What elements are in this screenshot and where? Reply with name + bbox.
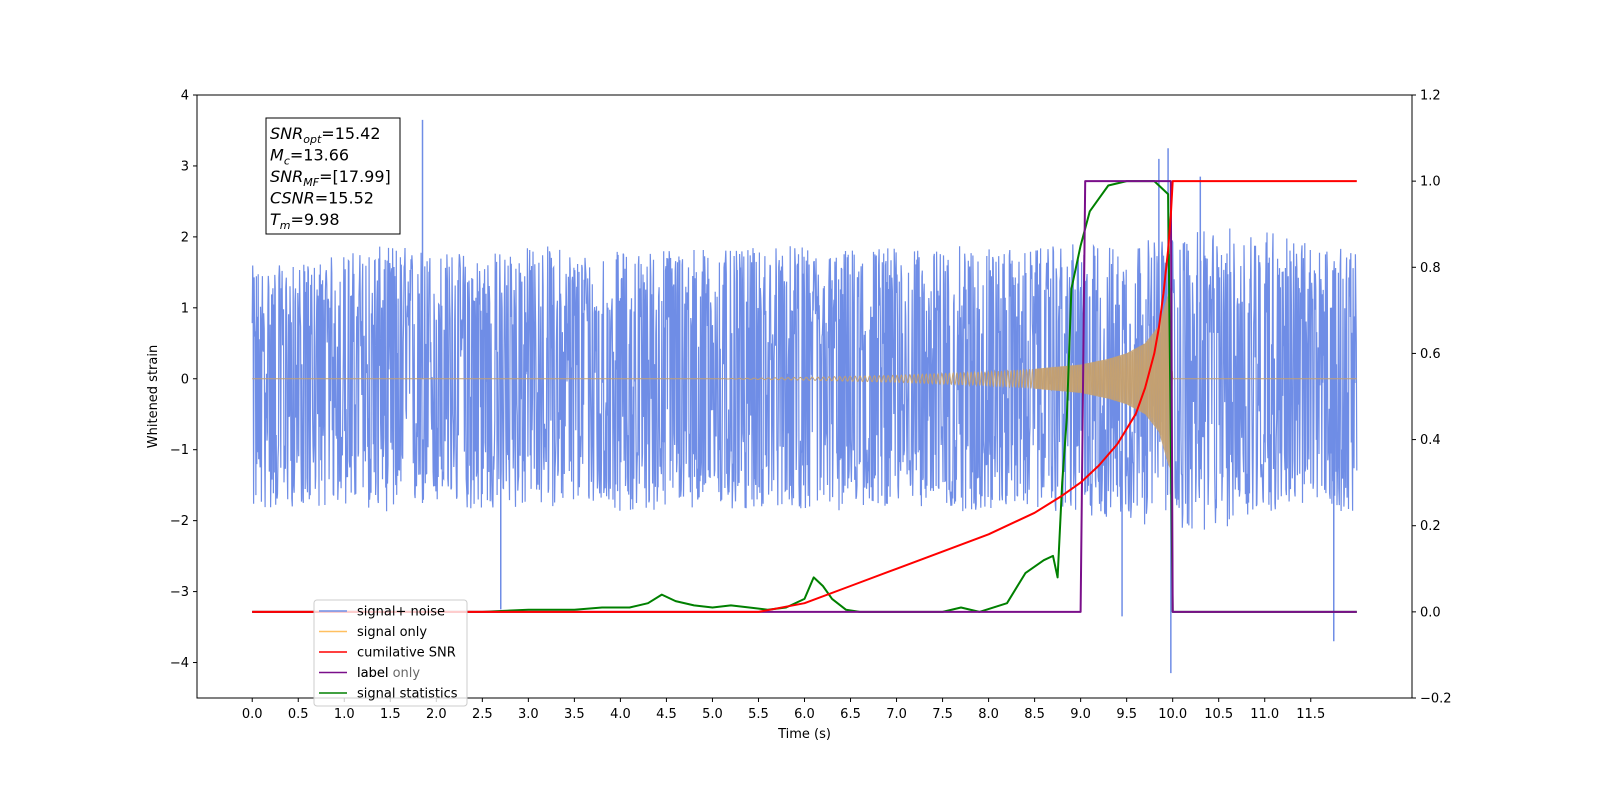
info-line: SNRopt=15.42: [270, 124, 381, 146]
x-tick-label: 9.5: [1116, 707, 1137, 722]
x-tick-label: 3.5: [564, 707, 585, 722]
plot-area: [251, 119, 1358, 674]
x-tick-label: 11.0: [1250, 707, 1279, 722]
x-tick-label: 0.0: [242, 707, 263, 722]
y-left-tick-label: 0: [181, 372, 189, 387]
y-left-tick-label: −3: [170, 585, 189, 600]
y-left-tick-label: −2: [170, 514, 189, 529]
y-right-tick-label: 1.2: [1420, 89, 1441, 104]
x-tick-label: 2.5: [472, 707, 493, 722]
x-tick-label: 7.5: [932, 707, 953, 722]
x-tick-label: 1.0: [334, 707, 355, 722]
x-axis-label: Time (s): [777, 727, 831, 742]
series-signal-noise-line: [251, 228, 1358, 530]
legend-ghost-text: label only: [357, 666, 420, 681]
series-group: [251, 119, 1358, 674]
x-tick-label: 6.5: [840, 707, 861, 722]
info-line: SNRMF=[17.99]: [270, 167, 391, 189]
series-cumulative-snr-line: [252, 180, 1357, 613]
legend-entry: label: [357, 666, 388, 681]
x-tick-label: 5.5: [748, 707, 769, 722]
y-right-tick-label: 0.8: [1420, 261, 1441, 276]
legend-frame: [313, 599, 468, 707]
y-left-tick-label: 1: [181, 301, 189, 316]
info-line: Tm=9.98: [270, 210, 340, 232]
info-box: SNRopt=15.42Mc=13.66SNRMF=[17.99]CSNR=15…: [265, 117, 401, 235]
y-right-tick-label: 0.0: [1420, 605, 1441, 620]
y-left-tick-label: 2: [181, 230, 189, 245]
y-right-tick-label: −0.2: [1420, 692, 1452, 707]
y-right-tick-label: 0.6: [1420, 347, 1441, 362]
axes: 0.0 0.5 1.0 1.5 2.0 2.5 3.0 3.5 4.0 4.5 5.0 5.5 6.0 6…: [146, 89, 1452, 743]
y-right-tick-label: 1.0: [1420, 175, 1441, 190]
y-left-tick-label: −1: [170, 443, 189, 458]
signal-only-envelope: [1034, 287, 1173, 471]
x-tick-label: 0.5: [288, 707, 309, 722]
legend-entry: signal only: [357, 625, 427, 640]
y-left-tick-label: −4: [170, 656, 189, 671]
x-tick-label: 7.0: [886, 707, 907, 722]
x-tick-label: 3.0: [518, 707, 539, 722]
y-right-tick-label: 0.4: [1420, 433, 1441, 448]
x-tick-label: 11.5: [1296, 707, 1325, 722]
info-line: Mc=13.66: [270, 146, 349, 168]
x-tick-label: 4.5: [656, 707, 677, 722]
y-left-tick-label: 4: [181, 89, 189, 104]
legend: label only signal+ noise signal only cumila…: [313, 599, 468, 707]
legend-entry: signal+ noise: [357, 605, 445, 620]
x-tick-label: 9.0: [1070, 707, 1091, 722]
legend-entry: cumilative SNR: [357, 646, 456, 661]
x-tick-label: 8.5: [1024, 707, 1045, 722]
x-tick-label: 10.5: [1204, 707, 1233, 722]
x-tick-label: 10.0: [1158, 707, 1187, 722]
info-line: CSNR=15.52: [270, 189, 374, 208]
y-right-tick-label: 0.2: [1420, 519, 1441, 534]
y-axis-label: Whitened strain: [146, 345, 161, 448]
x-tick-label: 2.0: [426, 707, 447, 722]
x-tick-label: 4.0: [610, 707, 631, 722]
y-left-tick-label: 3: [181, 159, 189, 174]
info-box-frame: [265, 117, 401, 235]
x-tick-label: 8.0: [978, 707, 999, 722]
series-label-line: [252, 180, 1357, 613]
x-tick-label: 1.5: [380, 707, 401, 722]
x-tick-label: 5.0: [702, 707, 723, 722]
legend-entry: signal statistics: [357, 687, 458, 702]
x-tick-label: 6.0: [794, 707, 815, 722]
